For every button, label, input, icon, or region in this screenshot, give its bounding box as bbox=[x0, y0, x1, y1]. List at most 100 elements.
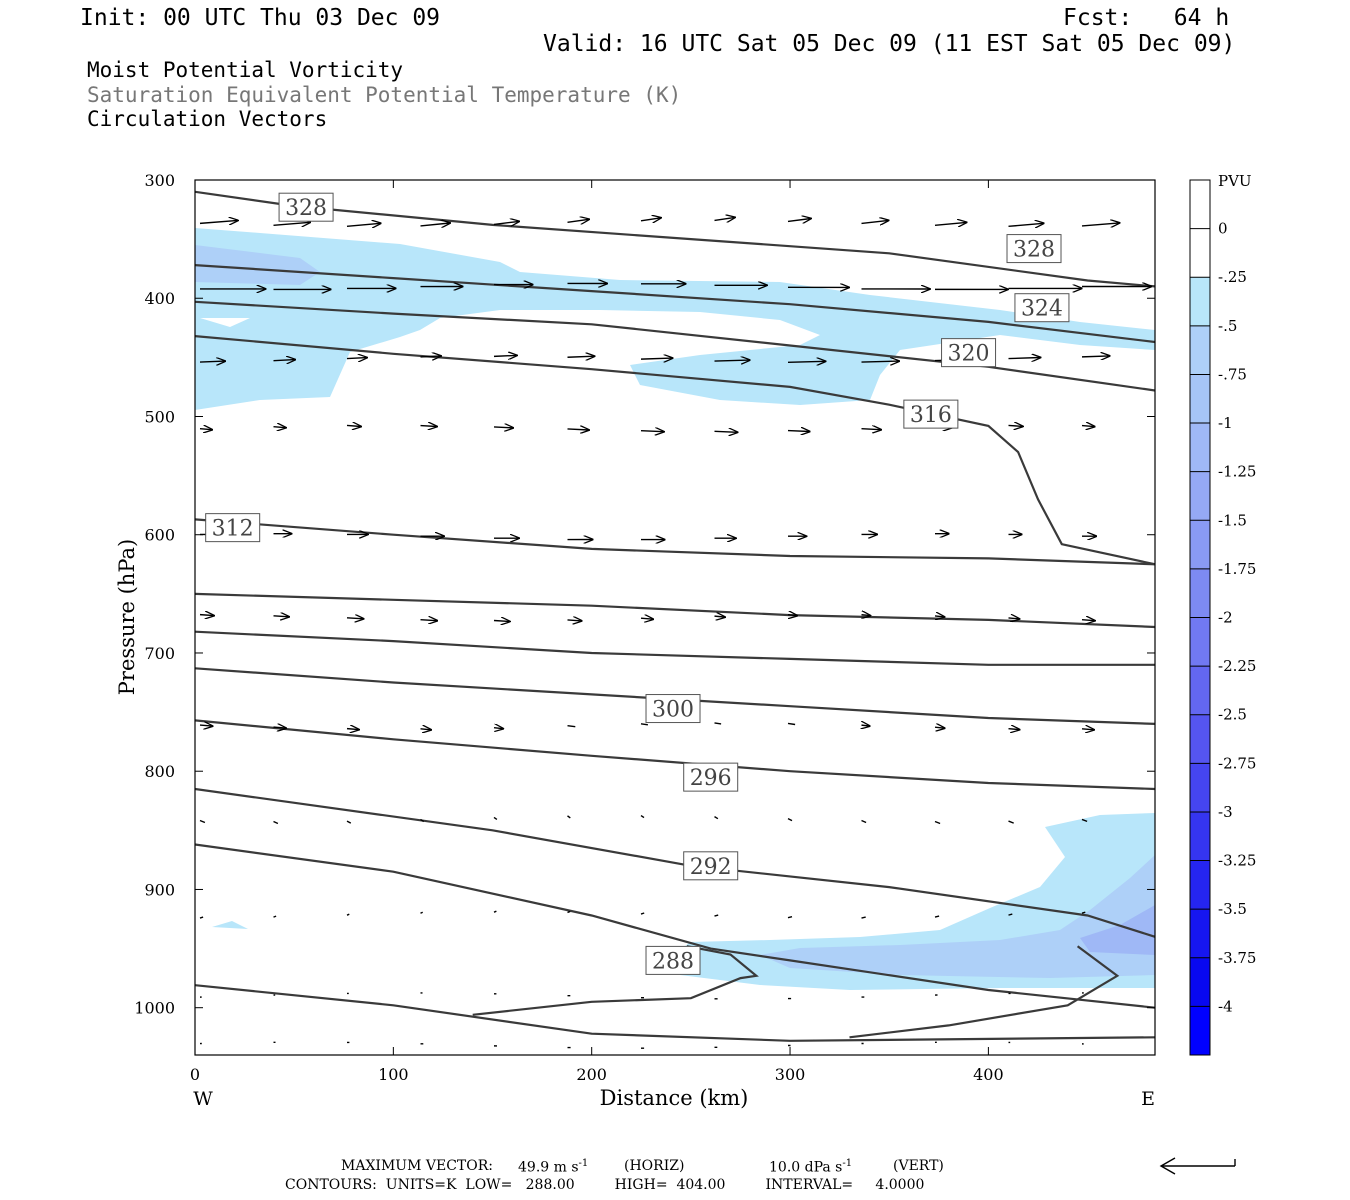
circulation-vector bbox=[273, 222, 311, 225]
x-axis-west-label: W bbox=[193, 1088, 213, 1110]
circulation-vector bbox=[494, 728, 503, 729]
circulation-vector bbox=[493, 620, 510, 621]
circulation-vector bbox=[346, 913, 350, 916]
colorbar-bin bbox=[1190, 909, 1210, 959]
x-axis-east-label: E bbox=[1141, 1088, 1155, 1110]
circulation-vector bbox=[934, 915, 940, 918]
colorbar-label: -4 bbox=[1218, 997, 1233, 1015]
colorbar-bin bbox=[1190, 471, 1210, 521]
x-axis-title: Distance (km) bbox=[600, 1086, 749, 1110]
circulation-vector bbox=[714, 816, 719, 820]
circulation-vector bbox=[273, 616, 290, 617]
colorbar-bin bbox=[1190, 277, 1210, 327]
circulation-vector bbox=[199, 725, 213, 726]
circulation-vector bbox=[787, 722, 796, 726]
contour-label-box bbox=[205, 513, 261, 543]
circulation-vector bbox=[567, 815, 571, 819]
circulation-vector bbox=[567, 356, 595, 357]
contour-label-box bbox=[645, 694, 701, 724]
colorbar-bin bbox=[1190, 568, 1210, 618]
contour-label-box bbox=[941, 338, 997, 368]
circulation-vector bbox=[567, 219, 590, 222]
colorbar-label: -2.75 bbox=[1218, 754, 1256, 772]
colorbar-label: -.75 bbox=[1218, 365, 1247, 383]
max-vector-horiz: 49.9 m s-1 bbox=[518, 1159, 588, 1175]
circulation-vector bbox=[640, 723, 648, 726]
contour-labels: 288 292 296 300 312 316 320 324 328 328 bbox=[205, 192, 1070, 975]
circulation-vector bbox=[861, 916, 866, 919]
contour-label-box bbox=[278, 192, 334, 222]
x-tick-label: 0 bbox=[190, 1065, 200, 1084]
circulation-vector bbox=[1081, 426, 1095, 427]
y-tick-label: 300 bbox=[144, 171, 175, 190]
colorbar-bin bbox=[1190, 666, 1210, 716]
max-vector-horiz-value: 49.9 m s bbox=[518, 1159, 579, 1176]
circulation-vector bbox=[640, 431, 664, 432]
circulation-vector bbox=[1081, 729, 1094, 730]
contour-label-box bbox=[645, 945, 701, 975]
circulation-vector bbox=[273, 915, 277, 918]
circulation-vector bbox=[640, 618, 653, 619]
circulation-vector bbox=[346, 820, 352, 824]
circulation-vector bbox=[861, 220, 889, 223]
circulation-vector bbox=[420, 818, 425, 823]
circulation-vector bbox=[1008, 913, 1013, 916]
field-title-vectors: Circulation Vectors bbox=[87, 107, 328, 131]
circulation-vector bbox=[640, 358, 672, 359]
circulation-vector bbox=[1008, 358, 1041, 359]
y-tick-label: 400 bbox=[144, 289, 175, 308]
circulation-vector bbox=[346, 358, 367, 359]
circulation-vector bbox=[861, 361, 900, 362]
circulation-vector bbox=[567, 724, 576, 728]
colorbar-bin bbox=[1190, 520, 1210, 570]
circulation-vector bbox=[787, 431, 810, 432]
colorbar-bin bbox=[1190, 325, 1210, 375]
plot-frame bbox=[194, 179, 1156, 1056]
vert-exponent: -1 bbox=[842, 1158, 853, 1169]
circulation-vector bbox=[346, 223, 381, 226]
valid-time: Valid: 16 UTC Sat 05 Dec 09 (11 EST Sat … bbox=[543, 31, 1236, 57]
circulation-vector bbox=[199, 220, 238, 223]
circulation-vector bbox=[714, 722, 722, 725]
max-vector-vert: 10.0 dPa s-1 bbox=[769, 1159, 852, 1175]
y-tick-label: 600 bbox=[144, 526, 175, 545]
circulation-vector bbox=[493, 427, 513, 428]
mpv-shade-upper bbox=[195, 228, 1155, 410]
circulation-vector bbox=[199, 916, 204, 919]
y-tick-label: 900 bbox=[144, 880, 175, 899]
colorbar-label: -1.5 bbox=[1218, 511, 1247, 529]
colorbar-label: -2.5 bbox=[1218, 706, 1247, 724]
contour-label-box bbox=[683, 762, 739, 792]
circulation-vector bbox=[420, 356, 441, 357]
theta-contour-320 bbox=[195, 300, 1155, 392]
circulation-vector bbox=[1081, 620, 1095, 621]
colorbar-bin bbox=[1190, 763, 1210, 813]
circulation-vector bbox=[861, 429, 882, 430]
contour-label-box bbox=[1014, 293, 1070, 323]
circulation-vector bbox=[567, 620, 582, 621]
colorbar-bin bbox=[1190, 374, 1210, 424]
reference-vector bbox=[1159, 1157, 1236, 1175]
colorbar-bin bbox=[1190, 714, 1210, 764]
colorbar-label: -2 bbox=[1218, 609, 1233, 627]
contours-info: CONTOURS: UNITS=K LOW= 288.00 HIGH= 404.… bbox=[285, 1177, 925, 1193]
circulation-vector bbox=[1008, 729, 1020, 730]
circulation-vector bbox=[273, 427, 286, 428]
circulation-vector bbox=[199, 429, 212, 430]
circulation-vector bbox=[1008, 820, 1014, 824]
circulation-vector bbox=[934, 616, 944, 617]
y-tick-label: 800 bbox=[144, 762, 175, 781]
theta-contour-extra bbox=[849, 945, 1120, 1039]
mpv-shade-upper-core bbox=[195, 245, 320, 285]
circulation-vector bbox=[640, 218, 661, 221]
field-title-mpv: Moist Potential Vorticity bbox=[87, 58, 404, 82]
colorbar-label: -.5 bbox=[1218, 317, 1237, 335]
max-vector-label: MAXIMUM VECTOR: bbox=[341, 1158, 493, 1174]
contour-label-328: 328 bbox=[1013, 238, 1055, 263]
colorbar-bin bbox=[1190, 811, 1210, 861]
colorbar-label: -3.5 bbox=[1218, 900, 1247, 918]
axes: 0 100 200 300 400 300 400 500 600 700 800 900 1000 bbox=[134, 171, 1155, 1084]
colorbar-bin bbox=[1190, 423, 1210, 473]
circulation-vector bbox=[714, 217, 735, 220]
